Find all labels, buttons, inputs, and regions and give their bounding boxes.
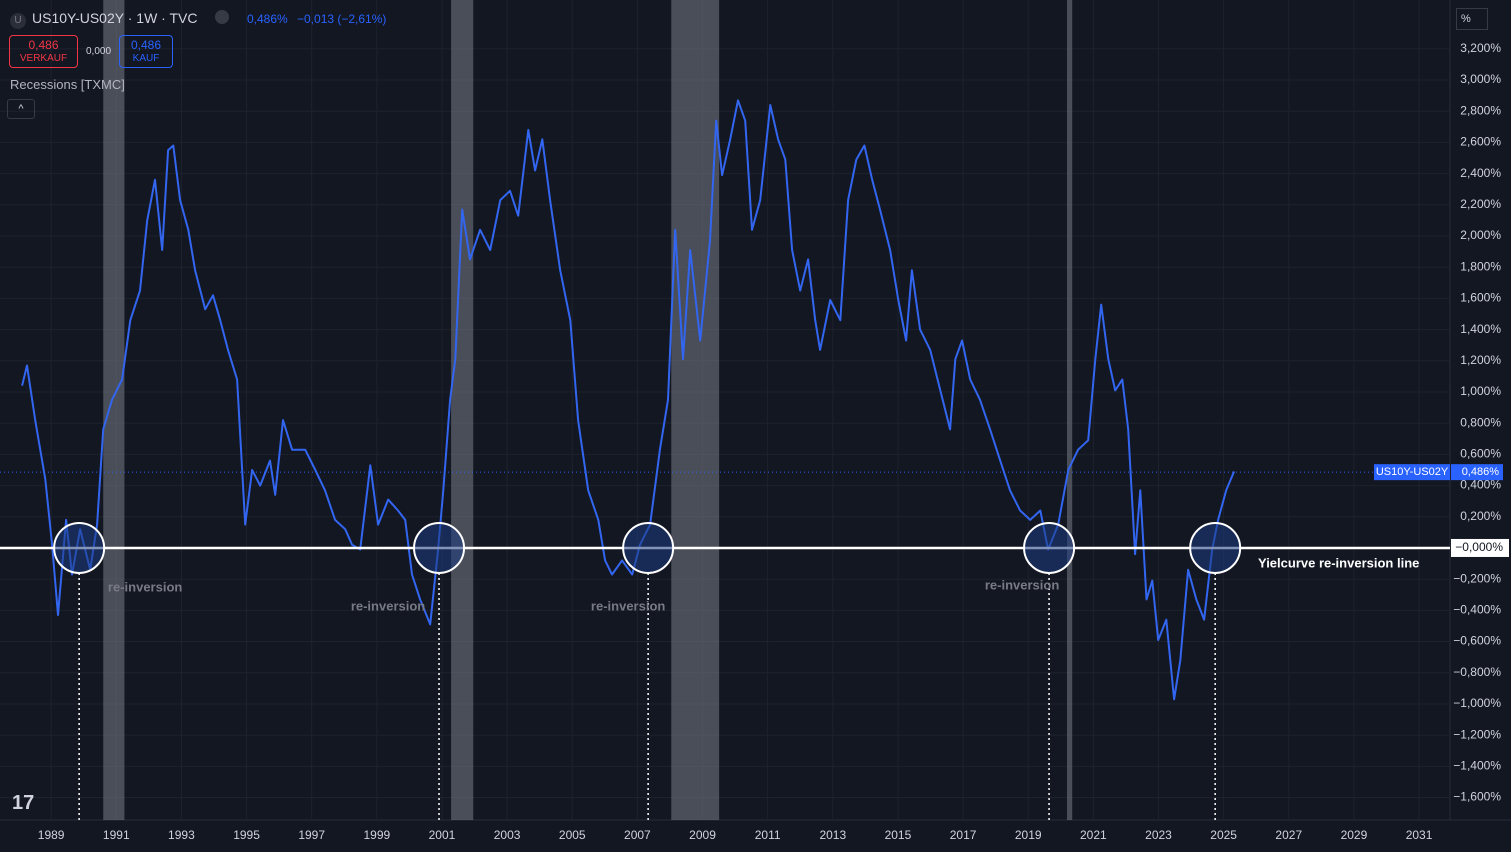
hide-button[interactable] <box>215 10 229 24</box>
x-tick-label: 2009 <box>689 828 716 842</box>
hline-label-box <box>1451 538 1509 557</box>
logo[interactable]: 17 <box>12 792 35 814</box>
x-tick-label: 2003 <box>494 828 521 842</box>
indicator-label: Recessions [TXMC] <box>10 77 125 92</box>
y-tick-label: 1,800% <box>1460 259 1501 273</box>
x-tick-label: 1995 <box>233 828 260 842</box>
y-tick-label: 1,600% <box>1460 291 1501 305</box>
x-tick-label: 2021 <box>1080 828 1107 842</box>
y-tick-label: 2,200% <box>1460 197 1501 211</box>
recession-band <box>1066 0 1073 820</box>
x-tick-label: 2025 <box>1210 828 1237 842</box>
x-tick-label: 1993 <box>168 828 195 842</box>
y-tick-label: −1,600% <box>1453 790 1501 804</box>
y-tick-label: −0,600% <box>1453 634 1501 648</box>
price-change: −0,013 (−2,61%) <box>297 12 387 26</box>
x-tick-label: 2007 <box>624 828 651 842</box>
y-tick-label: 0,800% <box>1460 415 1501 429</box>
last-value: 0,486% <box>1462 466 1500 478</box>
y-tick-label: −1,400% <box>1453 759 1501 773</box>
x-tick-label: 1989 <box>38 828 65 842</box>
buy-price: 0,486 <box>130 38 162 52</box>
x-tick-label: 2031 <box>1406 828 1433 842</box>
y-tick-label: 1,200% <box>1460 353 1501 367</box>
x-tick-label: 2019 <box>1015 828 1042 842</box>
symbol-title[interactable]: US10Y-US02Y · 1W · TVC <box>32 10 198 26</box>
y-tick-label: 0,200% <box>1460 509 1501 523</box>
sell-price: 0,486 <box>28 38 59 52</box>
x-tick-label: 2027 <box>1275 828 1302 842</box>
x-tick-label: 2017 <box>950 828 977 842</box>
reinversion-label: re-inversion <box>591 598 665 613</box>
y-tick-label: 3,200% <box>1460 41 1501 55</box>
sell-label: VERKAUF <box>19 53 68 64</box>
hline-text: Yielcurve re-inversion line <box>1258 555 1419 570</box>
reinversion-circle <box>622 521 675 574</box>
reinversion-circle <box>1189 521 1242 574</box>
y-tick-label: −1,000% <box>1453 696 1501 710</box>
x-tick-label: 2029 <box>1341 828 1368 842</box>
x-tick-label: 1997 <box>298 828 325 842</box>
x-tick-label: 2013 <box>819 828 846 842</box>
hline-label: −0,000% <box>1455 540 1503 554</box>
reinversion-label: re-inversion <box>108 579 182 594</box>
reinversion-circle <box>413 521 466 574</box>
y-tick-label: 2,400% <box>1460 166 1501 180</box>
x-tick-label: 2011 <box>755 828 781 842</box>
y-tick-label: 2,800% <box>1460 103 1501 117</box>
last-value-box <box>1451 464 1503 481</box>
last-price: 0,486% <box>247 12 288 26</box>
x-tick-label: 2023 <box>1145 828 1172 842</box>
y-tick-label: −0,400% <box>1453 603 1501 617</box>
reinversion-circle <box>1023 521 1076 574</box>
y-tick-label: 3,000% <box>1460 72 1501 86</box>
y-tick-label: 1,000% <box>1460 384 1501 398</box>
y-tick-label: −0,200% <box>1453 571 1501 585</box>
symbol-icon: U <box>10 10 26 29</box>
sell-button[interactable]: 0,486 VERKAUF <box>9 35 78 68</box>
last-name: US10Y-US02Y <box>1376 466 1449 478</box>
recession-band <box>451 0 474 820</box>
spread: 0,000 <box>86 46 112 57</box>
x-tick-label: 1991 <box>103 828 130 842</box>
buy-label: KAUF <box>132 53 160 64</box>
buy-button[interactable]: 0,486 KAUF <box>119 35 173 68</box>
reinversion-circle <box>53 521 106 574</box>
recession-band <box>671 0 720 820</box>
x-tick-label: 2005 <box>559 828 586 842</box>
collapse-button[interactable]: ^ <box>7 99 35 119</box>
recession-band <box>103 0 125 820</box>
y-tick-label: 2,600% <box>1460 135 1501 149</box>
x-tick-label: 2015 <box>885 828 912 842</box>
y-tick-label: 0,400% <box>1460 478 1501 492</box>
y-tick-label: −1,200% <box>1453 727 1501 741</box>
reinversion-label: re-inversion <box>985 577 1059 592</box>
y-tick-label: 2,000% <box>1460 228 1501 242</box>
y-tick-label: −0,800% <box>1453 665 1501 679</box>
y-tick-label: 1,400% <box>1460 322 1501 336</box>
x-tick-label: 1999 <box>363 828 390 842</box>
reinversion-label: re-inversion <box>351 598 425 613</box>
last-name-box <box>1374 464 1450 481</box>
unit-button[interactable]: % <box>1456 8 1488 30</box>
x-tick-label: 2001 <box>429 828 456 842</box>
y-tick-label: 0,600% <box>1460 447 1501 461</box>
